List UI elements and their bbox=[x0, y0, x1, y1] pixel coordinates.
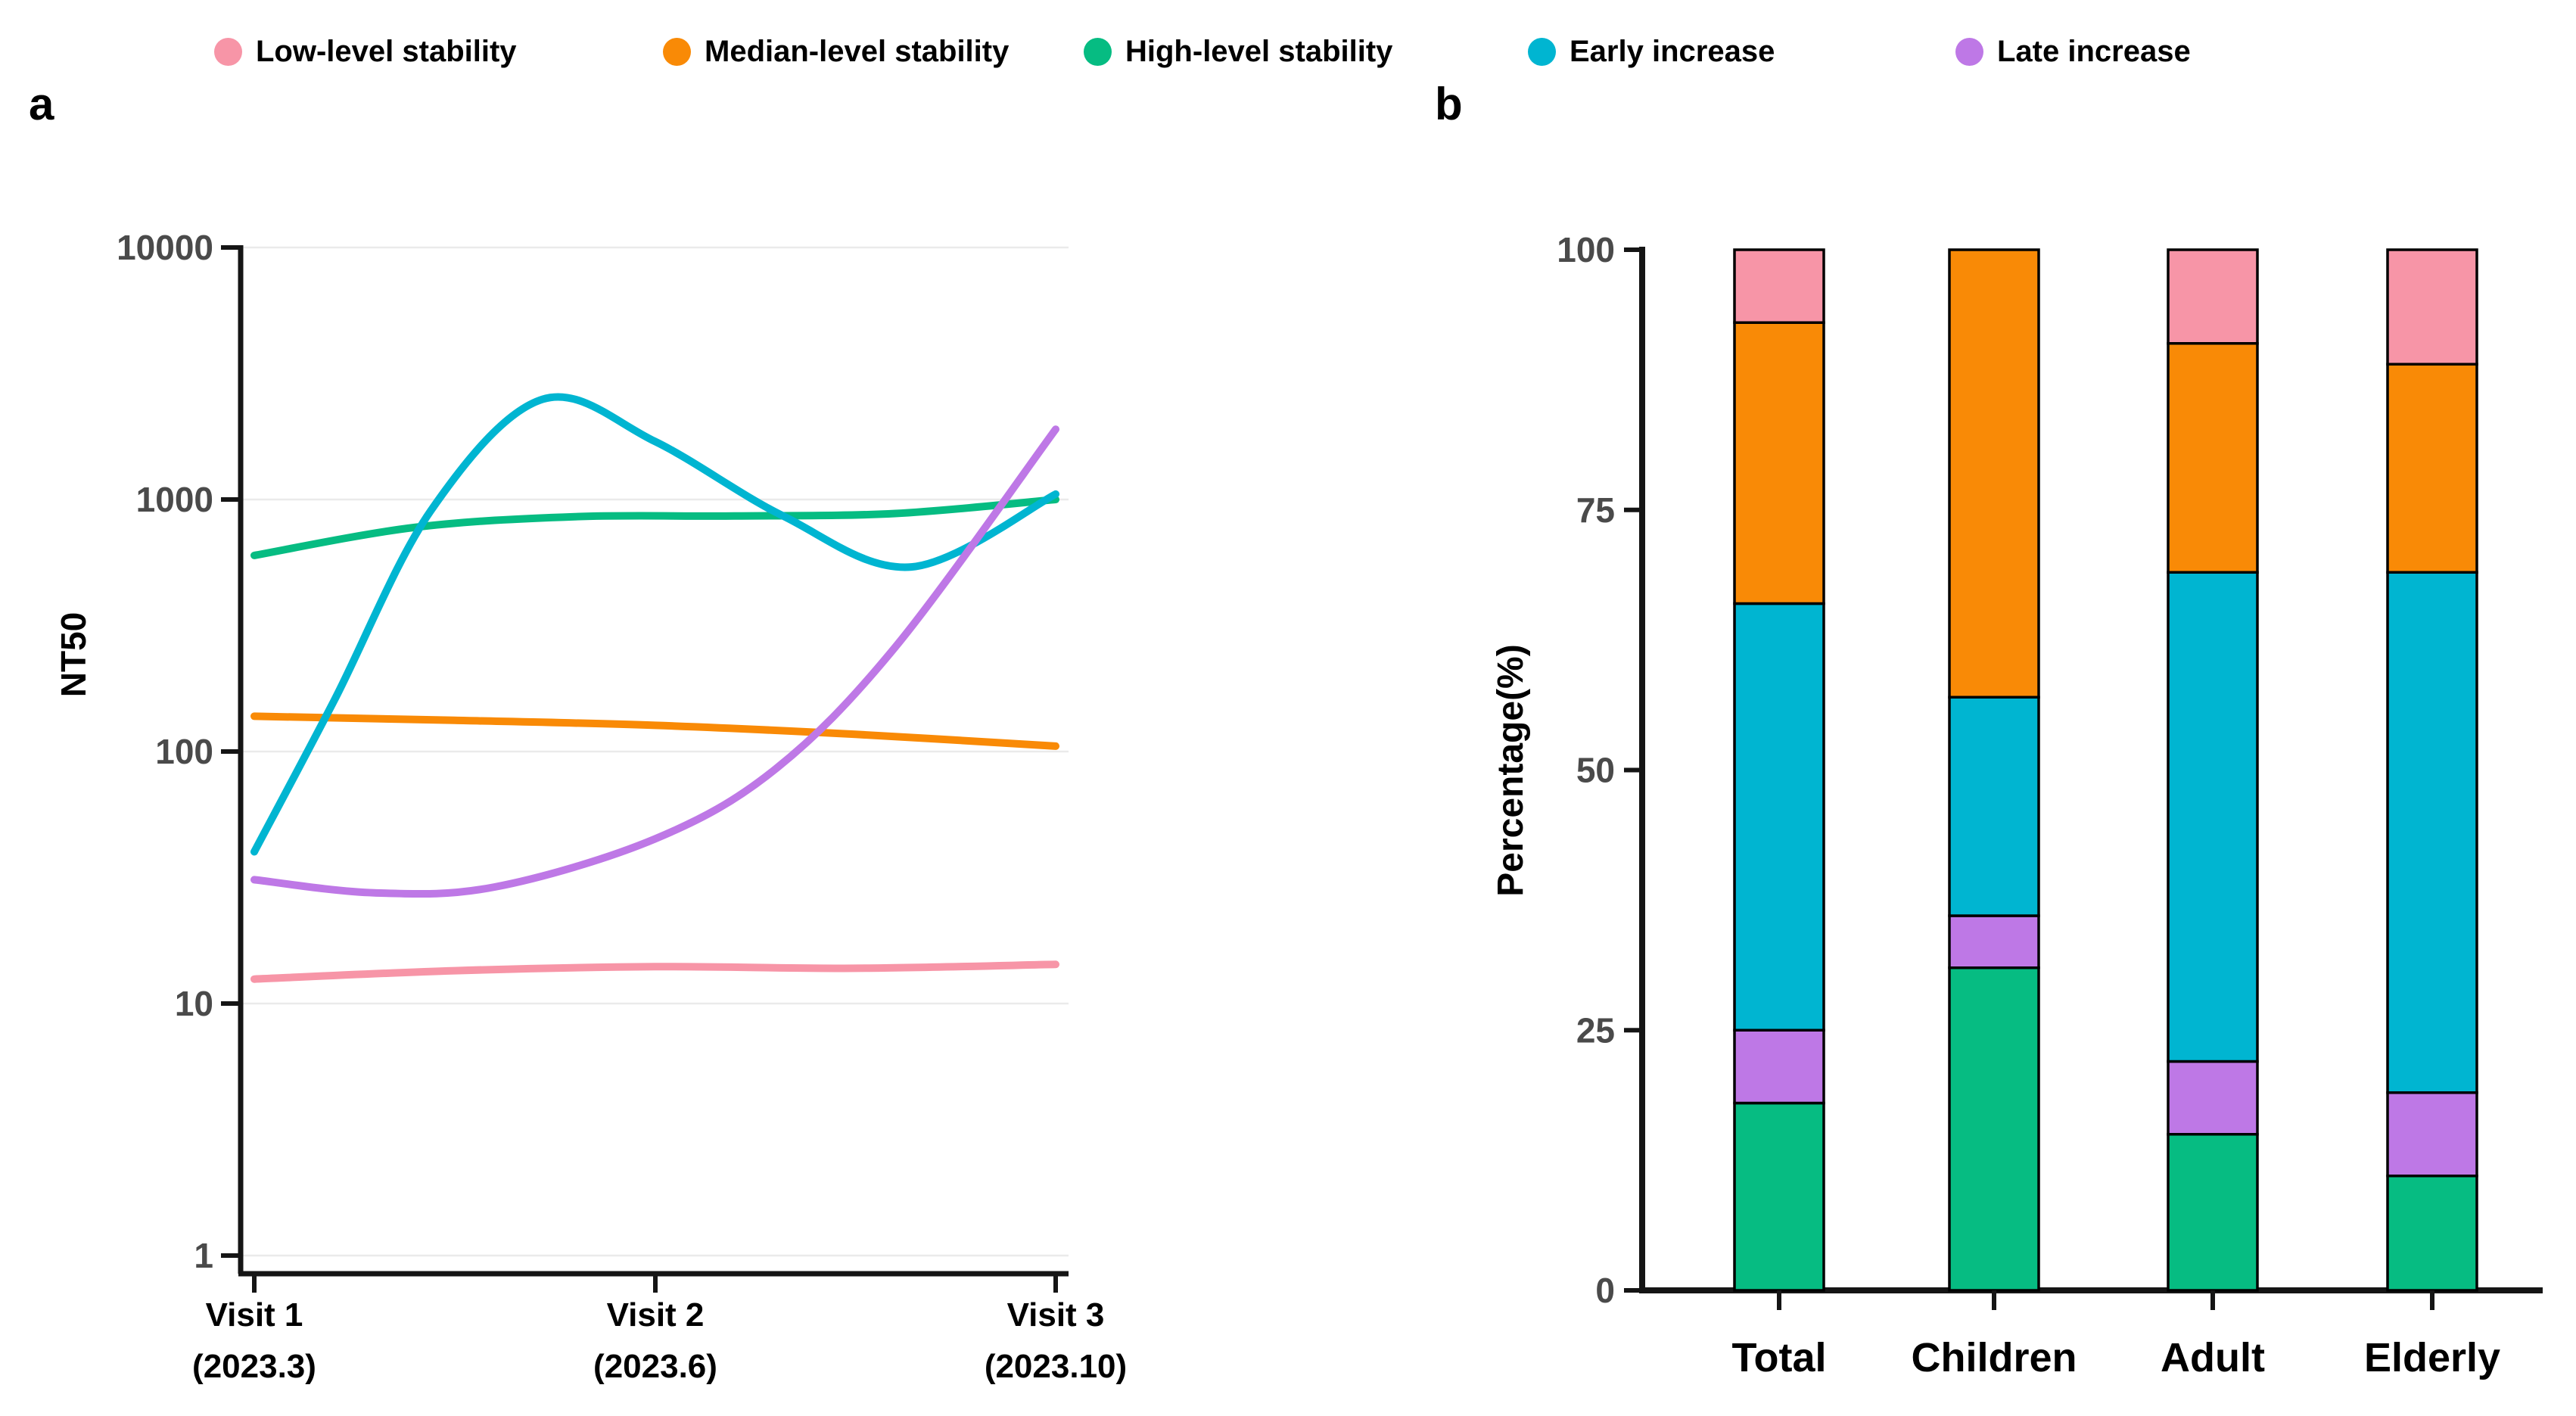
bar-segment-total-cyan bbox=[1733, 602, 1825, 1032]
y-tick-label: 100 bbox=[1557, 230, 1615, 269]
y-tick-label: 25 bbox=[1576, 1010, 1615, 1050]
late-increase-dot-icon bbox=[1955, 37, 1983, 66]
bar-segment-elderly-green bbox=[2386, 1175, 2478, 1292]
x-tick-label: Visit 3 bbox=[1007, 1296, 1105, 1334]
bar-segment-total-pink bbox=[1733, 248, 1825, 324]
bar-segment-elderly-orange bbox=[2386, 363, 2478, 574]
bar-segment-children-green bbox=[1948, 966, 2040, 1292]
y-tick-label: 10 bbox=[175, 984, 213, 1023]
series-line-purple bbox=[250, 425, 1059, 898]
bar-segment-adult-purple bbox=[2167, 1060, 2259, 1136]
line-chart-svg: 1 10 100 1000 10000 Visit 1 (2023.3) Visit 2 (20… bbox=[54, 228, 1127, 1385]
bar-segment-adult-pink bbox=[2167, 248, 2259, 345]
x-tick-sublabel: (2023.3) bbox=[192, 1348, 316, 1385]
x-tick-label: Visit 2 bbox=[607, 1296, 705, 1334]
bar-segment-children-purple bbox=[1948, 914, 2040, 969]
y-tick-label: 0 bbox=[1595, 1271, 1615, 1310]
x-tick-sublabel: (2023.6) bbox=[593, 1348, 717, 1385]
y-tick-label: 75 bbox=[1576, 490, 1615, 530]
legend-item-early-increase: Early increase bbox=[1528, 33, 1775, 70]
legend-item-late-increase: Late increase bbox=[1955, 33, 2191, 70]
legend-item-label: Low-level stability bbox=[256, 35, 517, 68]
series-line-orange bbox=[250, 712, 1059, 750]
bar-segment-total-orange bbox=[1733, 321, 1825, 605]
x-tick-sublabel: (2023.10) bbox=[985, 1348, 1127, 1385]
y-tick-label: 100 bbox=[155, 732, 213, 771]
legend-item-label: Early increase bbox=[1570, 35, 1775, 68]
bar-segment-adult-green bbox=[2167, 1133, 2259, 1292]
y-tick-label: 1 bbox=[194, 1236, 213, 1275]
legend-item-label: High-level stability bbox=[1125, 35, 1393, 68]
low-level-dot-icon bbox=[214, 37, 242, 66]
legend-item-median-level: Median-level stability bbox=[663, 33, 1009, 70]
x-category-label: Children bbox=[1911, 1335, 2077, 1380]
early-increase-dot-icon bbox=[1528, 37, 1556, 66]
legend: Low-level stability Median-level stabili… bbox=[0, 0, 2576, 98]
bar-segment-elderly-purple bbox=[2386, 1091, 2478, 1178]
x-category-label: Elderly bbox=[2364, 1335, 2500, 1380]
x-category-label: Adult bbox=[2161, 1335, 2265, 1380]
panel-b-label: b bbox=[1435, 79, 1463, 129]
stacked-bar-svg: 0 25 50 75 100 Percentage(%) Total Children Adul… bbox=[1491, 230, 2543, 1380]
y-axis-title: NT50 bbox=[54, 612, 93, 697]
legend-item-high-level: High-level stability bbox=[1084, 33, 1392, 70]
series-line-green bbox=[250, 496, 1059, 559]
series-line-cyan bbox=[250, 393, 1059, 856]
legend-item-label: Late increase bbox=[1997, 35, 2191, 68]
median-level-dot-icon bbox=[663, 37, 691, 66]
x-tick-label: Visit 1 bbox=[206, 1296, 303, 1334]
bar-segment-adult-orange bbox=[2167, 342, 2259, 574]
high-level-dot-icon bbox=[1084, 37, 1112, 66]
series-line-pink bbox=[250, 960, 1059, 983]
bar-segment-total-purple bbox=[1733, 1029, 1825, 1105]
bar-segment-elderly-pink bbox=[2386, 248, 2478, 366]
legend-item-label: Median-level stability bbox=[705, 35, 1010, 68]
bar-segment-children-orange bbox=[1948, 248, 2040, 699]
legend-item-low-level: Low-level stability bbox=[214, 33, 517, 70]
y-tick-label: 10000 bbox=[117, 228, 213, 267]
bar-segment-elderly-cyan bbox=[2386, 571, 2478, 1094]
y-tick-label: 1000 bbox=[136, 480, 213, 519]
bar-segment-children-cyan bbox=[1948, 696, 2040, 917]
bar-segment-total-green bbox=[1733, 1101, 1825, 1292]
y-tick-label: 50 bbox=[1576, 751, 1615, 790]
panel-a-label: a bbox=[29, 79, 54, 129]
y-axis-title: Percentage(%) bbox=[1491, 644, 1531, 896]
x-category-label: Total bbox=[1732, 1335, 1827, 1380]
bar-segment-adult-cyan bbox=[2167, 571, 2259, 1063]
